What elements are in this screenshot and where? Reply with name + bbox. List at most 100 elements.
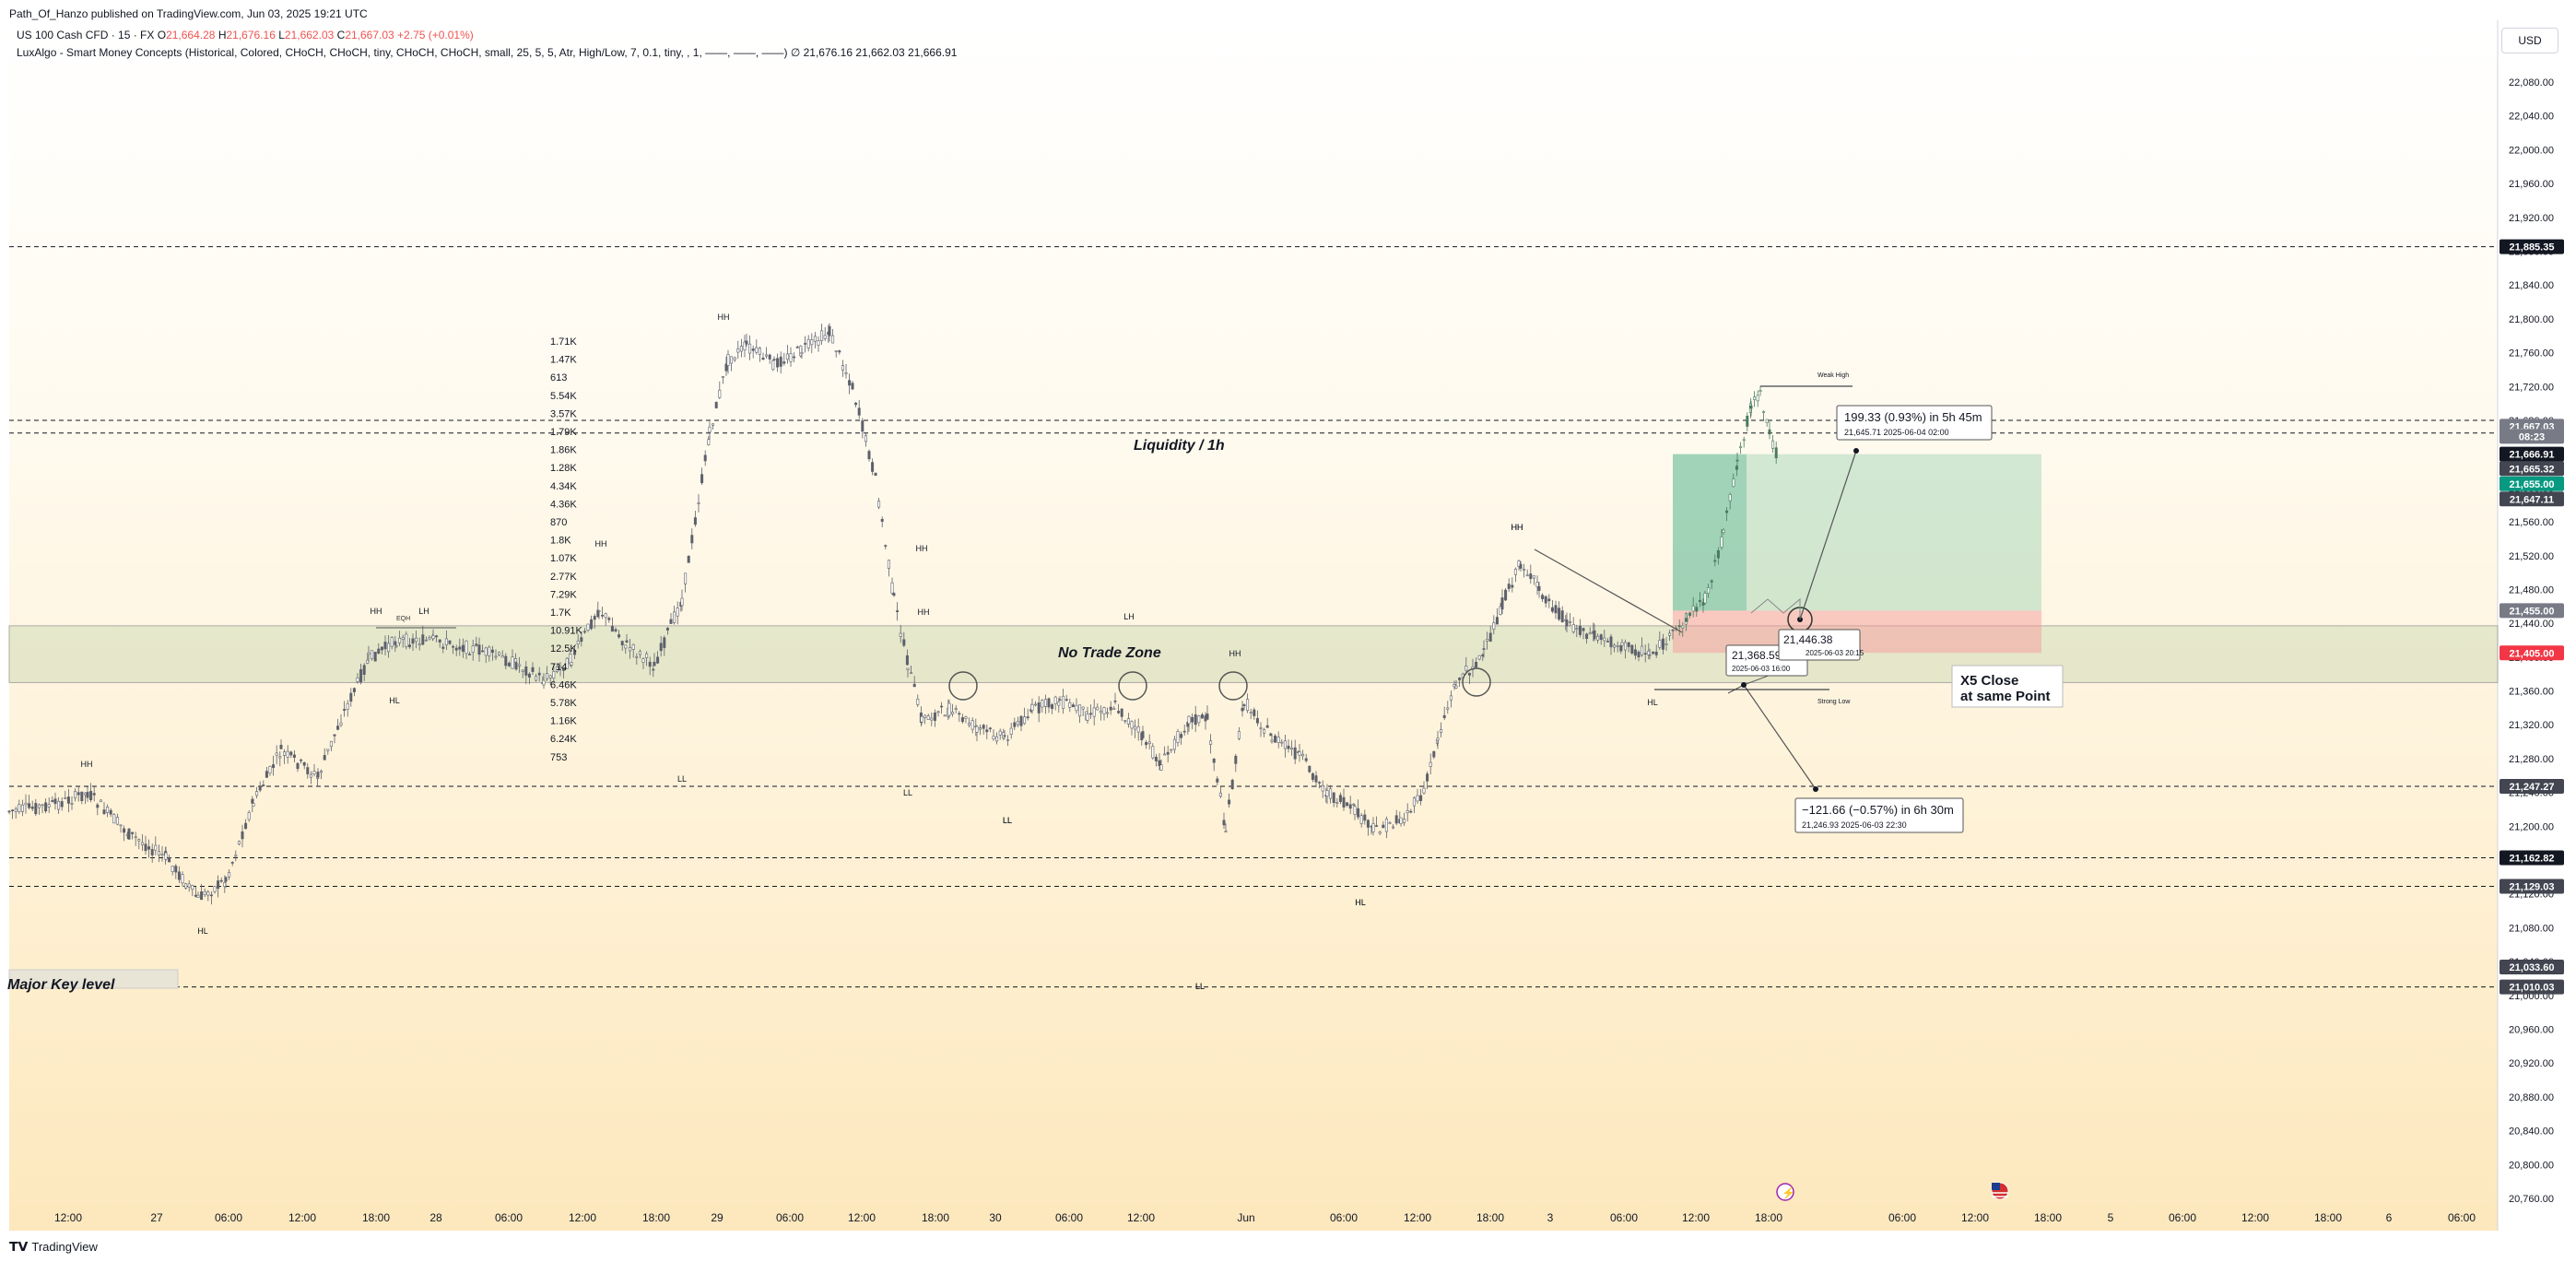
- x-tick-label: 12:00: [1961, 1211, 1989, 1224]
- price-tag: [2500, 778, 2564, 794]
- swing-label: LH: [418, 607, 429, 616]
- x-tick-label: 27: [150, 1211, 163, 1224]
- candle-body: [1599, 634, 1603, 641]
- swing-label: LL: [1003, 816, 1012, 825]
- callout-mid-box: [1778, 629, 1861, 661]
- candle-body: [831, 335, 835, 344]
- trend-line-1: [1534, 548, 1683, 633]
- x-tick-label: 06:00: [215, 1211, 242, 1224]
- volume-profile-label: 1.71K: [550, 336, 577, 348]
- candle-body: [1112, 708, 1116, 710]
- candle-body: [982, 725, 985, 729]
- swing-label: HH: [1229, 649, 1241, 658]
- candle-body: [1703, 593, 1707, 604]
- symbol-name[interactable]: US 100 Cash CFD · 15 · FX: [17, 29, 155, 41]
- candle-body: [1403, 819, 1406, 823]
- candle-body: [1412, 797, 1416, 807]
- candle-body: [252, 803, 255, 807]
- candle-body: [601, 615, 605, 617]
- candle-body: [134, 836, 137, 839]
- swing-label: LL: [677, 774, 687, 784]
- indicator-line[interactable]: LuxAlgo - Smart Money Concepts (Historic…: [17, 46, 958, 59]
- x-tick-label: 18:00: [362, 1211, 390, 1224]
- candle-body: [1218, 792, 1222, 797]
- candle-body: [1234, 755, 1238, 764]
- candle-body: [708, 426, 712, 433]
- candle-body: [684, 572, 688, 584]
- candle-body: [1654, 651, 1658, 655]
- candle-body: [1753, 396, 1757, 400]
- ohlc-low: 21,662.03: [284, 29, 335, 41]
- candle-body: [123, 828, 126, 833]
- candle-body: [1482, 648, 1486, 650]
- candle-body: [1550, 607, 1554, 612]
- candle-body: [565, 657, 569, 669]
- candle-body: [1338, 795, 1342, 802]
- candle-body: [916, 698, 920, 705]
- candle-body: [620, 641, 624, 646]
- candle-body: [1722, 529, 1725, 533]
- candle-body: [18, 804, 21, 812]
- candle-body: [793, 356, 796, 359]
- candle-body: [380, 646, 383, 651]
- candle-body: [518, 664, 522, 666]
- candle-body: [912, 683, 916, 688]
- candle-body: [985, 729, 989, 733]
- candle-body: [14, 808, 18, 812]
- candle-body: [844, 372, 848, 374]
- candle-body: [864, 435, 867, 442]
- candle-body: [60, 801, 64, 808]
- candle-body: [1384, 819, 1388, 832]
- currency-button[interactable]: USD: [2501, 28, 2558, 53]
- candle-body: [700, 474, 704, 484]
- x-tick-label: 28: [429, 1211, 442, 1224]
- candle-body: [1287, 745, 1290, 749]
- candle-body: [656, 656, 660, 664]
- candle-body: [960, 717, 964, 723]
- candle-body: [610, 626, 614, 632]
- x-tick-label: 06:00: [1055, 1211, 1083, 1224]
- candle-body: [1106, 712, 1110, 714]
- candle-body: [1274, 735, 1277, 743]
- candle-body: [1332, 792, 1335, 804]
- candle-body: [102, 809, 106, 814]
- candle-body: [191, 885, 194, 890]
- candle-body: [906, 667, 910, 670]
- candle-body: [1342, 796, 1346, 808]
- swing-label: HH: [918, 607, 930, 617]
- candle-body: [57, 800, 61, 810]
- candle-body: [954, 708, 958, 710]
- candle-body: [1406, 810, 1409, 814]
- candle-body: [1120, 708, 1123, 717]
- candle-body: [258, 785, 262, 791]
- candle-body: [1606, 641, 1609, 643]
- candle-body: [1366, 820, 1370, 828]
- y-tick-label: 20,800.00: [2509, 1160, 2554, 1171]
- candle-body: [933, 712, 936, 721]
- candle-body: [733, 357, 736, 360]
- candle-body: [1453, 684, 1456, 688]
- candle-body: [1652, 651, 1655, 655]
- volume-profile-label: 10.91K: [550, 626, 583, 637]
- candle-body: [1130, 721, 1134, 729]
- candle-body: [390, 637, 394, 647]
- candle-body: [300, 759, 303, 761]
- candle-body: [1065, 699, 1068, 701]
- candle-body: [1454, 685, 1458, 689]
- candle-body: [224, 877, 228, 882]
- y-axis: 22,080.00 22,040.00 22,000.00 21,960.00 21,9…: [2509, 77, 2554, 1205]
- candle-body: [593, 616, 596, 620]
- candle-body: [504, 655, 508, 666]
- candle-body: [1270, 739, 1274, 742]
- swing-label: HL: [197, 926, 208, 936]
- x-tick-label: 6: [2386, 1211, 2393, 1224]
- candle-body: [1311, 773, 1314, 780]
- candle-body: [1710, 580, 1713, 583]
- lightning-icon[interactable]: [1776, 1183, 1794, 1201]
- candle-body: [810, 339, 814, 346]
- candle-body: [1357, 808, 1360, 818]
- candle-body: [1371, 823, 1375, 832]
- candle-body: [448, 640, 452, 644]
- candle-body: [203, 890, 206, 896]
